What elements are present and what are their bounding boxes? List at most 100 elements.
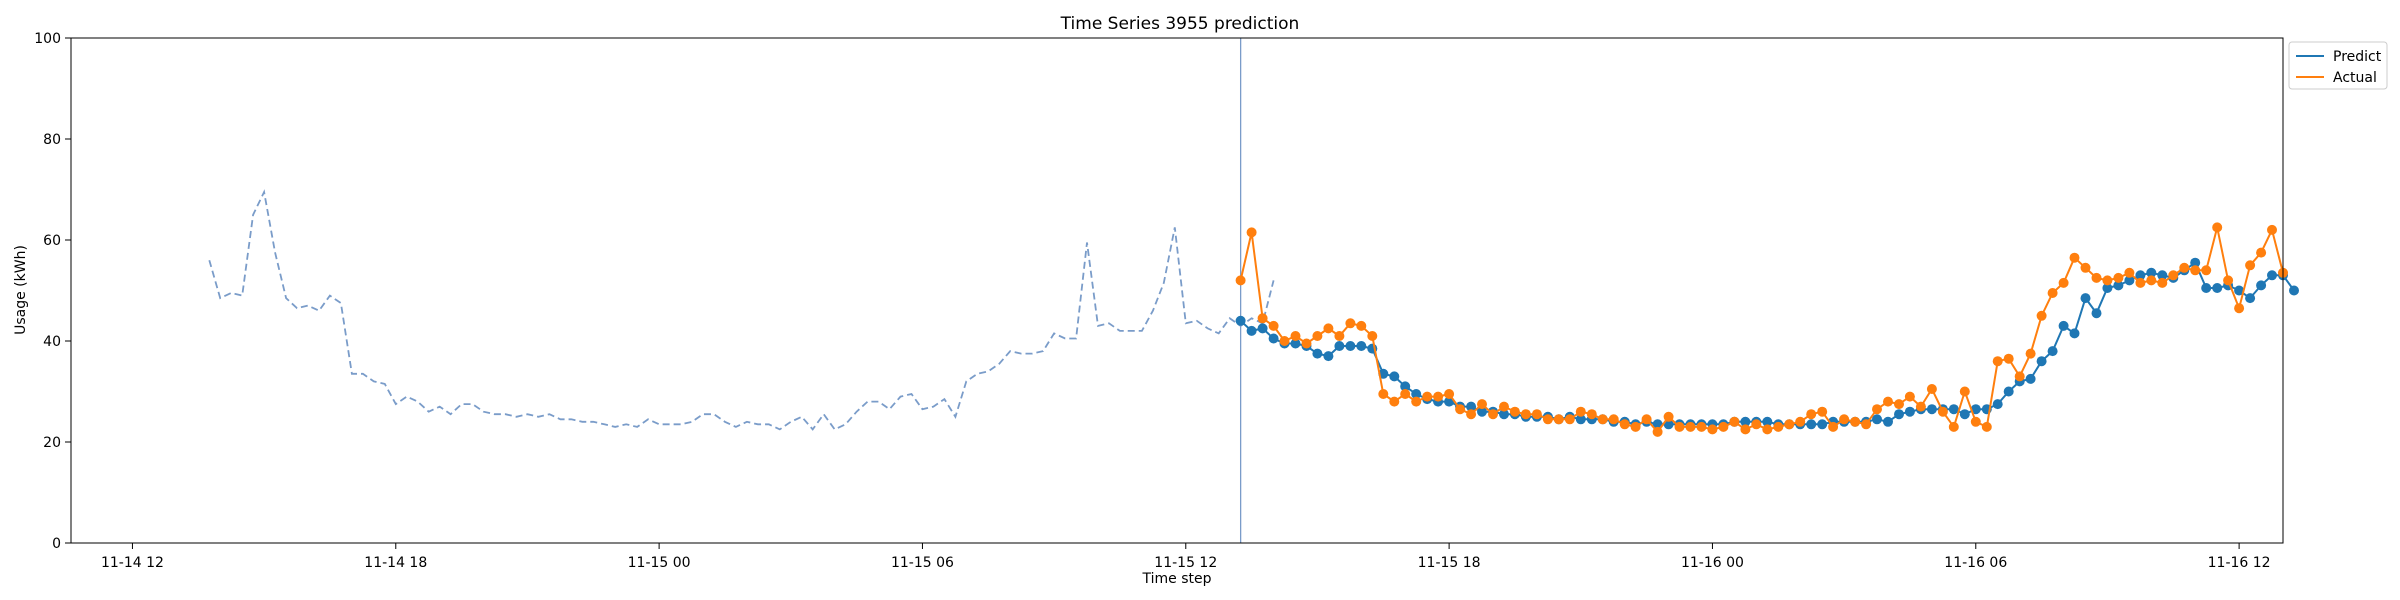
predict-point [2289,285,2299,296]
actual-point [1531,409,1542,420]
actual-point [1937,406,1948,417]
actual-point [1389,396,1400,407]
actual-point [1904,391,1915,402]
actual-point [1268,320,1279,331]
actual-point [2124,267,2135,278]
actual-point [1762,424,1773,435]
actual-point [2014,371,2025,382]
actual-point [1751,419,1762,430]
predict-point [1290,338,1301,349]
predict-point [2234,285,2245,296]
actual-point [2245,260,2256,271]
actual-point [1235,275,1246,286]
y-axis-label: Usage (kWh) [13,245,29,335]
actual-point [2036,310,2047,321]
actual-point [2113,272,2124,283]
predict-point [1817,419,1828,430]
predict-point [1499,409,1509,420]
actual-point [1981,421,1992,432]
predict-point [1268,333,1279,344]
actual-point [1367,331,1378,341]
actual-point [1433,391,1444,402]
actual-point [1915,401,1926,412]
predict-point [1883,416,1893,427]
predict-point [1806,419,1817,430]
predict-point [2135,270,2146,281]
predict-point [2036,356,2047,367]
x-tick-label: 11-16 12 [2208,555,2271,571]
x-tick-label: 11-15 12 [1154,555,1217,571]
actual-point [1488,409,1498,420]
predict-point [1948,404,1959,415]
y-tick-label: 40 [43,334,61,350]
x-axis: 11-14 12 11-14 18 11-15 00 11-15 06 11-15 12… [101,543,2271,571]
plot-area [208,38,2299,543]
actual-point [1323,323,1334,334]
actual-point [1674,421,1685,432]
y-tick-label: 20 [43,435,61,451]
actual-point [1246,227,1257,238]
predict-point [1389,371,1400,382]
actual-point [1861,419,1872,430]
legend-label-predict: Predict [2333,49,2382,65]
actual-point [1630,421,1641,432]
actual-point [2025,348,2036,359]
actual-point [1509,406,1520,417]
actual-point [1520,409,1531,420]
actual-point [1466,409,1477,420]
predict-point [1323,351,1334,362]
predict-point [1466,401,1477,412]
predict-point [1904,406,1915,417]
actual-point [1641,414,1652,425]
predict-point [2201,283,2212,293]
actual-point [1663,411,1674,422]
x-tick-label: 11-14 12 [101,555,164,571]
predict-point [2069,328,2080,339]
actual-point [1542,414,1553,425]
actual-point [1948,421,1959,432]
predict-point [1894,409,1904,420]
actual-point [2069,252,2080,263]
actual-point [1411,396,1422,407]
predict-point [1257,323,1268,334]
x-tick-label: 11-15 00 [628,555,691,571]
predict-point [2091,308,2102,319]
actual-point [2179,262,2190,273]
actual-point [1356,320,1367,331]
predict-point [1235,315,1246,326]
y-axis: 0 20 40 60 80 100 [34,31,71,552]
actual-point [1455,404,1466,415]
actual-point [1575,406,1586,417]
predict-point [1959,409,1970,420]
actual-point [1334,331,1345,341]
actual-point [1784,419,1795,430]
predict-point [1356,341,1367,351]
actual-point [1773,421,1784,432]
actual-point [2267,224,2277,235]
predict-point [1246,325,1257,336]
actual-point [1422,391,1433,402]
actual-point [1806,409,1817,420]
actual-point [1444,389,1455,399]
x-tick-label: 11-15 06 [891,555,954,571]
actual-point [1894,399,1904,410]
actual-point [1883,396,1893,407]
legend: Predict Actual [2288,41,2388,90]
predict-point [1345,341,1356,351]
actual-point [2223,275,2234,286]
predict-point [2212,283,2223,293]
predict-point [1312,348,1323,359]
actual-point [2047,288,2058,298]
predict-point [2102,283,2113,293]
actual-point [1685,421,1696,432]
actual-point [2003,353,2014,364]
actual-point [1707,424,1718,435]
predict-point [2124,275,2135,286]
predict-point [1762,416,1773,427]
y-tick-label: 60 [43,233,61,249]
actual-point [2058,277,2069,288]
x-tick-label: 11-16 00 [1681,555,1744,571]
actual-point [1696,421,1707,432]
predict-point [1926,404,1937,415]
